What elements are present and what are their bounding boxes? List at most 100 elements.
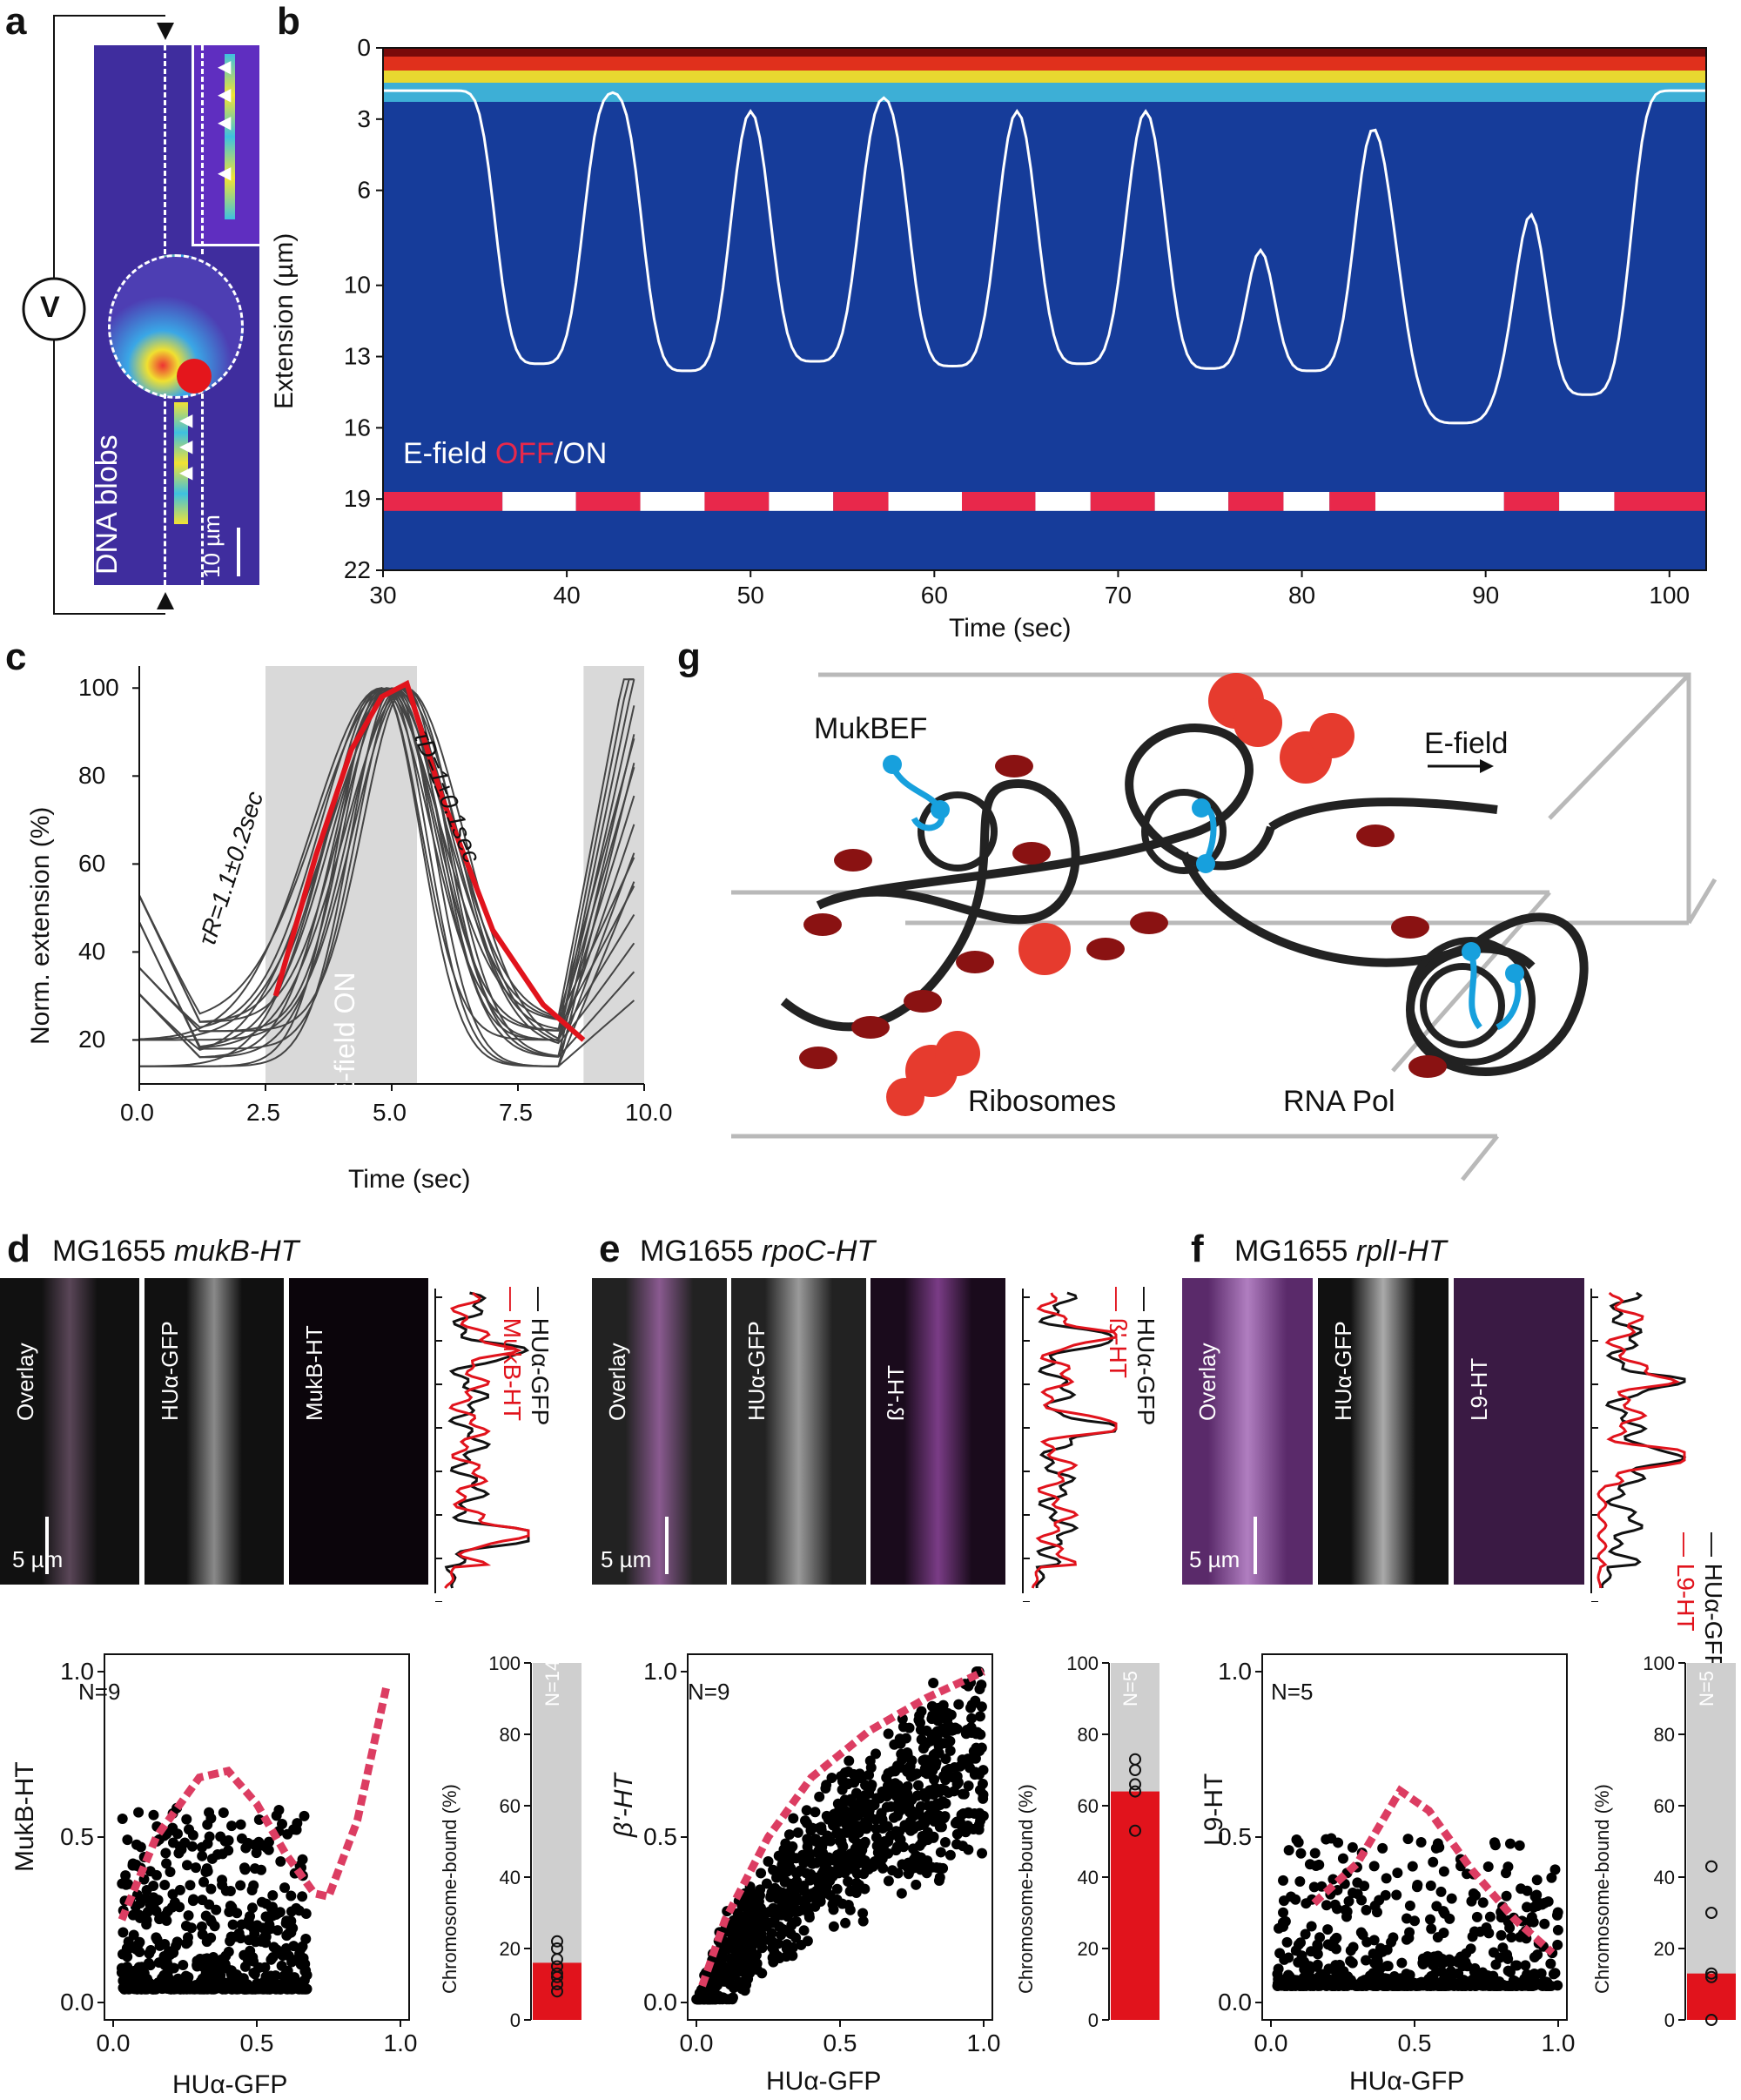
scatter-point xyxy=(912,1780,924,1791)
scatter-point xyxy=(724,1970,736,1982)
scatter-point xyxy=(280,1942,292,1954)
scatter-point xyxy=(249,1839,260,1850)
panel-f-strain: MG1655 xyxy=(1234,1235,1356,1268)
scatter-point xyxy=(235,1880,246,1891)
scatter-point xyxy=(217,1875,228,1886)
scatter-point xyxy=(839,1777,850,1788)
x-tick-label: 50 xyxy=(737,582,764,609)
scatter-point xyxy=(1286,1980,1297,1991)
scatter-point xyxy=(137,1976,148,1988)
scatter-point xyxy=(756,1868,767,1879)
panel-d-n-bar: N=14 xyxy=(541,1659,563,1706)
panel-e-legend-gfp: — HUα-GFP xyxy=(1133,1287,1160,1426)
scatter-point xyxy=(185,1922,197,1934)
panel-d-legend-ht: — MukB-HT xyxy=(499,1287,526,1421)
panel-a-image xyxy=(94,45,259,585)
panel-c-xlabel: Time (sec) xyxy=(348,1165,471,1194)
panel-e-legend-ht: — ß'-HT xyxy=(1105,1287,1132,1378)
scatter-point xyxy=(1407,1861,1418,1872)
scatter-point xyxy=(252,1978,264,1989)
profile-trace xyxy=(1596,1291,1686,1589)
scatter-point xyxy=(837,1839,848,1850)
scatter-point xyxy=(1545,1958,1556,1969)
scatter-point xyxy=(965,1702,977,1713)
x-tick-label: 60 xyxy=(921,582,948,609)
scatter-point xyxy=(192,1955,203,1967)
efield-segment xyxy=(1329,492,1375,511)
dna-blobs-label: DNA blobs xyxy=(91,434,124,575)
y-tick-label: 0.0 xyxy=(60,1989,94,2016)
scatter-point xyxy=(933,1875,944,1886)
scatter-point xyxy=(857,1908,869,1919)
panel-d-overlay-strip: Overlay xyxy=(0,1278,139,1585)
panel-e-n-bar: N=5 xyxy=(1119,1671,1141,1706)
scatter-point xyxy=(121,1963,132,1975)
scatter-point xyxy=(916,1733,927,1745)
panel-e-gfp-strip: HUα-GFP xyxy=(731,1278,866,1585)
scatter-point xyxy=(260,1898,272,1909)
scatter-point xyxy=(1341,1911,1352,1922)
y-tick-label: 13 xyxy=(344,343,371,370)
panel-b-ylabel: Extension (µm) xyxy=(270,232,299,409)
scatter-point xyxy=(1328,1874,1339,1885)
scatter-point xyxy=(165,1866,176,1877)
scatter-point xyxy=(257,1922,268,1934)
scatter-point xyxy=(181,1860,192,1871)
scatter-point xyxy=(788,1813,799,1824)
scatter-point xyxy=(810,1857,822,1868)
scatter-point xyxy=(1300,1975,1311,1986)
scatter-plots: 0.0 0.5 1.0 0.0 0.5 1.0 0 20 40 60 80 100 0.0 0.5 1.0 0… xyxy=(60,1652,1736,2056)
efield-on-label: E-field ON xyxy=(329,972,360,1100)
mukbef-label: MukBEF xyxy=(814,712,928,745)
scatter-point xyxy=(1409,1915,1421,1927)
scatter-point xyxy=(862,1821,873,1832)
bar-point xyxy=(1129,1753,1141,1766)
panel-f-ylabel: L9-HT xyxy=(1200,1773,1228,1846)
scatter-point xyxy=(150,1982,161,1994)
scatter-point xyxy=(1511,1960,1523,1971)
scatter-point xyxy=(1378,1980,1389,1991)
scatter-point xyxy=(826,1772,837,1783)
bar-point xyxy=(1705,1860,1717,1873)
scatter-point xyxy=(777,1901,789,1913)
panel-letter-a: a xyxy=(5,0,27,43)
arrowhead-icon: ◀ xyxy=(218,113,232,132)
scatter-point xyxy=(870,1832,882,1843)
scatter-point xyxy=(1549,1968,1561,1979)
scatter-point xyxy=(1552,1980,1563,1991)
bar-background xyxy=(1687,1663,1736,2020)
scatter-point xyxy=(1295,1848,1307,1859)
scatter-point xyxy=(1343,1895,1354,1907)
scatter-point xyxy=(1403,1932,1415,1943)
scatter-point xyxy=(1434,1841,1445,1853)
scatter-point xyxy=(851,1877,863,1888)
scatter-point xyxy=(836,1847,847,1858)
scatter-point xyxy=(926,1861,938,1873)
scatter-point xyxy=(757,1915,769,1927)
scatter-point xyxy=(1306,1921,1317,1932)
scatter-point xyxy=(1467,1931,1478,1942)
scatter-point xyxy=(1371,1907,1382,1918)
scatter-point xyxy=(1396,1957,1408,1969)
scatter-point xyxy=(958,1788,970,1800)
scatter-point xyxy=(822,1881,833,1892)
bar-tick-label: 20 xyxy=(500,1938,521,1960)
rna-pol-label: RNA Pol xyxy=(1283,1085,1395,1118)
panel-f-n-scatter: N=5 xyxy=(1271,1679,1314,1705)
scatter-point xyxy=(265,1911,276,1922)
fit-curve xyxy=(272,679,586,1042)
scatter-point xyxy=(911,1850,922,1861)
y-tick-label: 19 xyxy=(344,485,371,512)
scatter-point xyxy=(938,1770,950,1781)
panel-f-scale-bar xyxy=(1254,1517,1257,1574)
scatter-point xyxy=(1481,1922,1492,1933)
efield-segment xyxy=(502,492,576,511)
bar-tick-label: 40 xyxy=(1078,1867,1099,1888)
scatter-point xyxy=(849,1777,860,1788)
scatter-point xyxy=(851,1868,863,1880)
scatter-point xyxy=(259,1930,271,1942)
scatter-point xyxy=(1322,1924,1334,1935)
scatter-point xyxy=(234,1972,245,1983)
scatter-point xyxy=(743,1974,754,1985)
scatter-point xyxy=(882,1821,893,1832)
